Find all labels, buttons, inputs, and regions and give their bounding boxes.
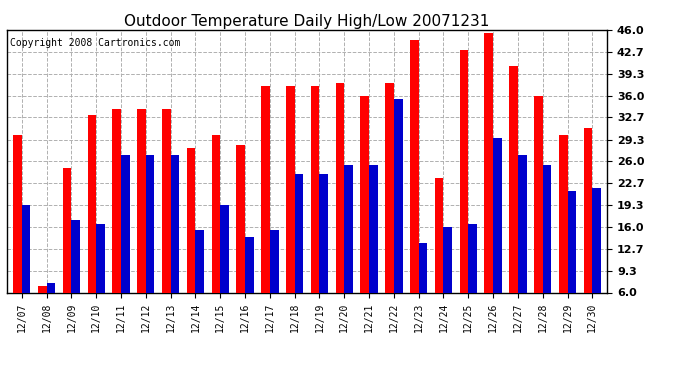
Bar [385, 82, 394, 292]
Bar [112, 109, 121, 292]
Bar [394, 99, 402, 292]
Bar [162, 109, 170, 292]
Bar [212, 135, 220, 292]
Bar [187, 148, 195, 292]
Bar [435, 178, 444, 292]
Bar [419, 243, 427, 292]
Bar [22, 205, 30, 292]
Bar [295, 174, 304, 292]
Bar [245, 237, 254, 292]
Bar [469, 224, 477, 292]
Bar [360, 96, 369, 292]
Bar [410, 40, 419, 292]
Bar [592, 188, 601, 292]
Bar [237, 145, 245, 292]
Bar [559, 135, 567, 292]
Bar [88, 116, 96, 292]
Bar [195, 230, 204, 292]
Bar [534, 96, 543, 292]
Bar [484, 33, 493, 292]
Bar [13, 135, 22, 292]
Text: Copyright 2008 Cartronics.com: Copyright 2008 Cartronics.com [10, 38, 180, 48]
Bar [344, 165, 353, 292]
Bar [493, 138, 502, 292]
Bar [137, 109, 146, 292]
Bar [543, 165, 551, 292]
Bar [319, 174, 328, 292]
Bar [310, 86, 319, 292]
Bar [286, 86, 295, 292]
Bar [261, 86, 270, 292]
Bar [220, 205, 229, 292]
Bar [71, 220, 80, 292]
Bar [47, 283, 55, 292]
Bar [146, 155, 155, 292]
Bar [170, 155, 179, 292]
Bar [518, 155, 526, 292]
Bar [369, 165, 377, 292]
Bar [38, 286, 47, 292]
Bar [460, 50, 469, 292]
Bar [584, 129, 592, 292]
Bar [121, 155, 130, 292]
Title: Outdoor Temperature Daily High/Low 20071231: Outdoor Temperature Daily High/Low 20071… [124, 14, 490, 29]
Bar [444, 227, 452, 292]
Bar [567, 191, 576, 292]
Bar [270, 230, 279, 292]
Bar [509, 66, 518, 292]
Bar [96, 224, 105, 292]
Bar [335, 82, 344, 292]
Bar [63, 168, 71, 292]
